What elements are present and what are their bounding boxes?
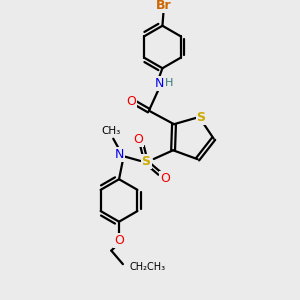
Text: Br: Br [156, 0, 171, 12]
Text: O: O [127, 94, 136, 107]
Text: O: O [114, 233, 124, 247]
Text: N: N [114, 148, 124, 160]
Text: H: H [165, 78, 173, 88]
Text: O: O [134, 133, 143, 146]
Text: N: N [155, 77, 164, 90]
Text: S: S [142, 155, 151, 168]
Text: CH₂CH₃: CH₂CH₃ [130, 262, 166, 272]
Text: S: S [196, 110, 206, 124]
Text: O: O [160, 172, 170, 185]
Text: CH₃: CH₃ [102, 126, 121, 136]
